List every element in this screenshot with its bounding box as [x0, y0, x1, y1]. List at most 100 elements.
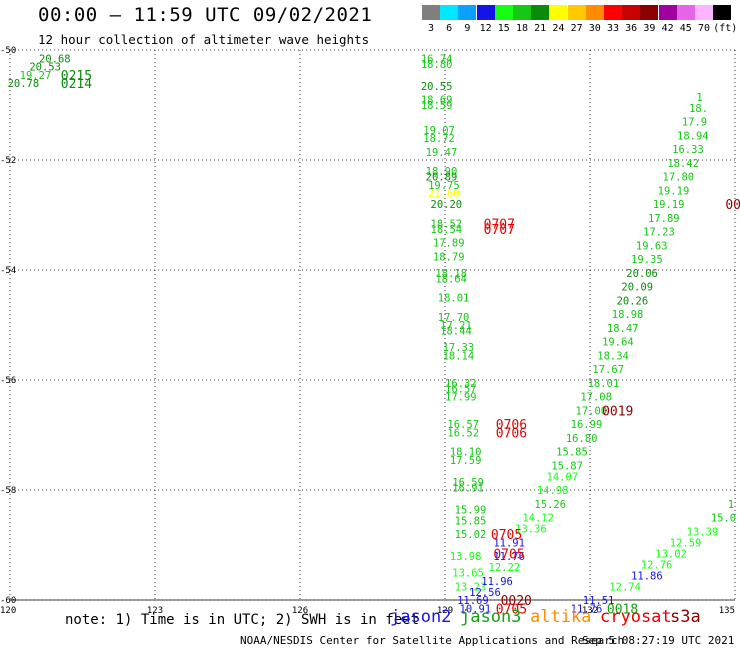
wave-height-value: 11.86	[631, 570, 663, 582]
wave-height-value: 19.64	[602, 337, 634, 349]
lat-tick-label: -52	[0, 156, 16, 166]
wave-height-value: 16.91	[452, 482, 484, 494]
pass-time-value: 0705	[491, 528, 522, 543]
wave-height-value: 11.96	[481, 576, 513, 588]
wave-height-value: 18.18	[435, 268, 467, 280]
legend-label: 45	[679, 23, 692, 34]
wave-height-value: 20.89	[426, 172, 458, 184]
wave-height-value: 18.01	[588, 378, 620, 390]
pass-time-value: 0705	[496, 602, 527, 617]
wave-height-value: 17.21	[440, 320, 472, 332]
wave-height-value: 17.9	[682, 117, 707, 129]
legend-swatch	[440, 5, 459, 20]
legend-swatch	[476, 5, 495, 20]
wave-height-value: 20.26	[617, 295, 649, 307]
wave-height-value: 18.42	[667, 158, 699, 170]
wave-height-value: 10.91	[460, 603, 492, 615]
wave-height-value: 1	[696, 92, 702, 104]
wave-height-value: 14.98	[537, 485, 569, 497]
wave-height-value: 15.87	[551, 460, 583, 472]
legend-swatch	[640, 5, 659, 20]
legend-label: 70	[697, 23, 711, 34]
legend-swatch	[604, 5, 622, 20]
wave-height-value: 19.27	[20, 70, 52, 82]
lat-tick-label: -50	[0, 46, 16, 56]
legend-label: 42	[661, 23, 674, 34]
lat-tick-label: -56	[0, 376, 16, 386]
wave-height-value: 18.72	[423, 133, 455, 145]
wave-height-value: 20.68	[39, 53, 71, 65]
wave-height-value: 18.98	[612, 309, 644, 321]
wave-height-value: 11.51	[583, 595, 615, 607]
wave-height-value: 20.06	[626, 268, 658, 280]
lat-tick-label: -60	[0, 596, 16, 606]
legend-swatch	[422, 5, 440, 20]
wave-height-value: 16.59	[452, 477, 484, 489]
map-grid	[9, 49, 736, 601]
legend-label: 15	[497, 23, 510, 34]
lon-tick-label: 126	[292, 606, 308, 616]
wave-height-value: 18.44	[440, 326, 472, 338]
lon-tick-label: 120	[0, 606, 16, 616]
legend-swatch	[676, 5, 695, 20]
wave-height-value: 18.80	[421, 59, 453, 71]
lon-tick-label: 135	[719, 606, 735, 616]
wave-height-value: 17.89	[433, 238, 465, 250]
wave-height-value: 12.74	[609, 581, 641, 593]
wave-height-value: 20.20	[431, 199, 463, 211]
wave-height-value: 19.35	[631, 254, 663, 266]
wave-height-value: 15.26	[534, 499, 566, 511]
wave-height-value: 16.74	[421, 53, 453, 65]
wave-height-value: 18.47	[607, 323, 639, 335]
wave-height-value: 15.0	[711, 513, 736, 525]
footer-credit: NOAA/NESDIS Center for Satellite Applica…	[240, 634, 625, 647]
wave-height-value: 20.53	[29, 62, 61, 74]
legend-swatch	[622, 5, 641, 20]
wave-height-value: 17.33	[443, 342, 475, 354]
lat-tick-label: -54	[0, 266, 16, 276]
wave-height-value: 18.64	[435, 273, 467, 285]
generation-timestamp: Sep 5 08:27:19 UTC 2021	[582, 634, 735, 647]
wave-height-value: 11.76	[493, 551, 525, 563]
wave-height-value: 17.99	[445, 392, 477, 404]
legend-label: 18	[515, 23, 529, 34]
pass-time-value: 00	[725, 198, 740, 213]
satellite-cryosat: cryosat	[600, 607, 672, 627]
wave-height-value: 19.63	[636, 240, 668, 252]
legend-label: 21	[534, 23, 547, 34]
wave-height-value: 12.59	[670, 537, 702, 549]
wave-height-value: 15.85	[455, 515, 487, 527]
wave-height-value: 18.59	[421, 100, 453, 112]
wave-height-value: 18.52	[431, 218, 463, 230]
legend-label: 33	[606, 23, 620, 34]
legend-label: 36	[625, 23, 638, 34]
lon-tick-label: 123	[147, 606, 163, 616]
legend-label: 39	[643, 23, 656, 34]
wave-height-value: 15.99	[455, 504, 487, 516]
legend-label: 24	[552, 23, 565, 34]
pass-time-value: 0706	[496, 418, 527, 433]
satellite-jason2: jason2	[390, 607, 452, 627]
wave-height-value: 13.23	[455, 581, 487, 593]
pass-time-value: 0214	[61, 77, 92, 92]
map-title: 00:00 — 11:59 UTC 09/02/2021	[38, 4, 373, 26]
wave-height-value: 18.90	[426, 166, 458, 178]
wave-height-value: 20.55	[421, 81, 453, 93]
legend-swatch	[695, 5, 713, 20]
wave-height-value: 15.85	[556, 447, 588, 459]
pass-time-value: 0019	[602, 404, 633, 419]
pass-time-value: 0018	[607, 602, 638, 617]
wave-height-value: 11.76	[571, 603, 603, 615]
legend-swatch	[494, 5, 513, 20]
wave-height-value: 12.22	[489, 562, 521, 574]
wave-height-value: 18.54	[431, 224, 463, 236]
wave-height-value: 19.19	[658, 185, 690, 197]
wave-height-value: 19.07	[423, 125, 455, 137]
legend-swatch	[585, 5, 604, 20]
pass-time-value: 0215	[61, 69, 92, 84]
wave-height-value: 11.91	[493, 537, 525, 549]
wave-height-value: 18.	[689, 103, 708, 115]
legend-swatch	[713, 5, 732, 20]
